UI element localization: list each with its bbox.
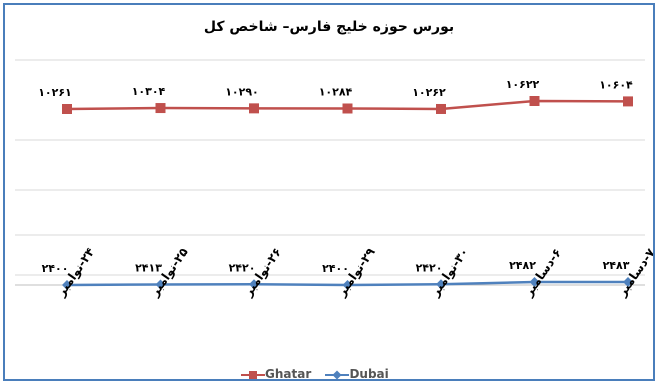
data-label-dubai: ۲۴۱۳ — [135, 262, 162, 275]
x-tick-label: ۷-دسامبر — [614, 245, 655, 299]
data-point-ghatar — [529, 96, 540, 106]
data-label-dubai: ۲۴۰۰ — [42, 262, 69, 275]
data-label-dubai: ۲۴۸۲ — [509, 259, 536, 272]
chart-title: بورس حوزه خلیج فارس– شاخص کل — [203, 19, 455, 35]
data-label-dubai: ۲۴۲۰ — [229, 261, 256, 274]
legend-label-dubai: Dubai — [349, 367, 389, 381]
data-point-dubai — [249, 279, 259, 290]
data-point-dubai — [623, 277, 633, 287]
data-label-ghatar: ۱۰۲۹۰ — [225, 85, 259, 98]
data-point-dubai — [342, 280, 353, 290]
data-label-dubai: ۲۴۰۰ — [322, 262, 349, 275]
data-label-ghatar: ۱۰۲۶۲ — [412, 86, 446, 99]
data-point-ghatar — [62, 104, 72, 114]
legend-swatch-ghatar — [241, 370, 265, 380]
data-label-ghatar: ۱۰۶۰۴ — [599, 78, 633, 91]
data-label-dubai: ۲۴۲۰ — [416, 261, 443, 274]
chart-frame: بورس حوزه خلیج فارس– شاخص کل ۱۰۲۶۱ ۱۰۳۰۴ ۱… — [3, 3, 655, 381]
data-point-ghatar — [155, 103, 166, 114]
data-label-ghatar: ۱۰۶۲۲ — [506, 78, 540, 91]
line-chart: ۱۰۲۶۱ ۱۰۳۰۴ ۱۰۲۹۰ ۱۰۲۸۴ ۱۰۲۶۲ ۱۰۶۲۲ ۱۰۶۰۴ ۲۴۰۰ ۲… — [15, 59, 655, 300]
data-label-ghatar: ۱۰۲۶۱ — [38, 86, 72, 99]
data-point-ghatar — [436, 103, 446, 114]
data-point-ghatar — [342, 103, 353, 114]
data-point-dubai — [529, 277, 540, 288]
data-label-ghatar: ۱۰۳۰۴ — [132, 85, 166, 98]
legend-label-ghatar: Ghatar — [265, 367, 312, 381]
legend-item-dubai: Dubai — [325, 367, 389, 381]
data-label-dubai: ۲۴۸۳ — [603, 259, 630, 272]
chart-legend: Ghatar Dubai — [241, 367, 399, 381]
legend-item-ghatar: Ghatar — [241, 367, 312, 381]
data-point-ghatar — [249, 103, 259, 114]
data-point-ghatar — [623, 96, 633, 107]
data-point-dubai — [62, 280, 72, 290]
legend-swatch-dubai — [325, 369, 350, 379]
x-tick-label: ۶-دسامبر — [521, 246, 564, 300]
data-label-ghatar: ۱۰۲۸۴ — [319, 85, 353, 98]
data-point-dubai — [155, 279, 166, 290]
data-point-dubai — [436, 279, 446, 290]
